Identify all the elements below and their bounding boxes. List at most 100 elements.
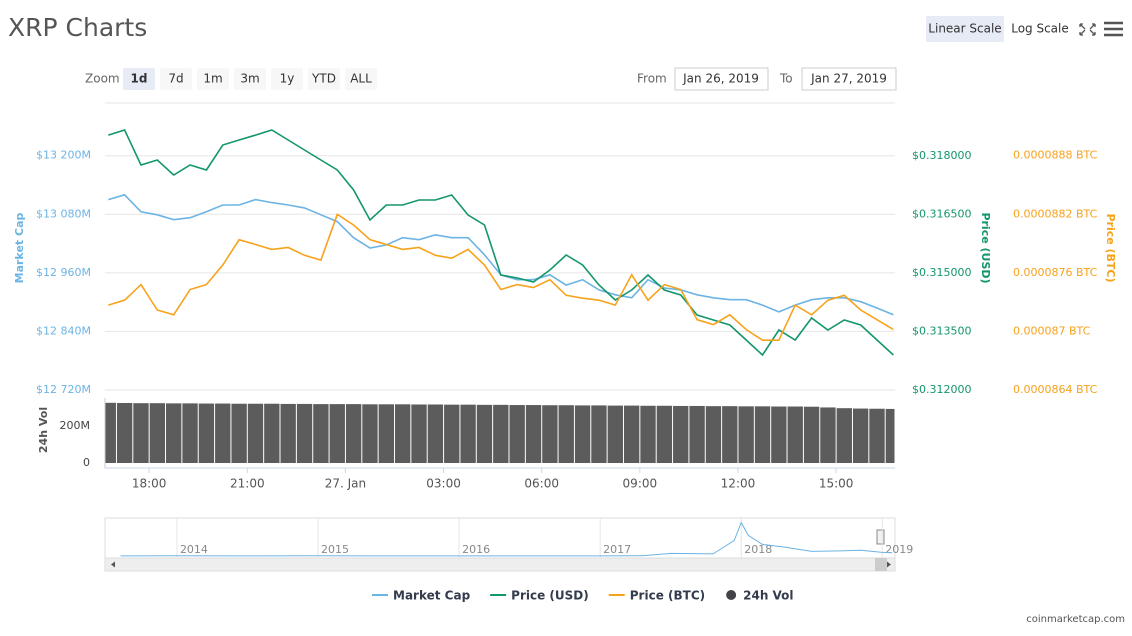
x-tick-label: 03:00 — [426, 477, 461, 491]
legend-label[interactable]: Price (BTC) — [630, 589, 705, 603]
volume-bar — [378, 404, 395, 463]
zoom-button-label: ALL — [350, 72, 372, 86]
zoom-button[interactable] — [160, 68, 192, 90]
volume-bar — [591, 405, 607, 463]
legend-label[interactable]: 24h Vol — [743, 589, 793, 603]
volume-tick-label: 0 — [83, 456, 90, 469]
volume-bar — [722, 406, 738, 463]
x-tick-label: 18:00 — [132, 477, 167, 491]
navigator-tick-label: 2015 — [321, 543, 349, 556]
scroll-right[interactable] — [887, 561, 891, 568]
volume-bar — [623, 405, 640, 463]
legend-label[interactable]: Price (USD) — [511, 589, 589, 603]
volume-bar — [574, 405, 591, 463]
volume-bar — [395, 404, 411, 463]
volume-bar — [313, 404, 329, 463]
volume-bar — [885, 408, 895, 463]
volume-bar — [411, 404, 427, 463]
x-tick-label: 06:00 — [524, 477, 559, 491]
x-tick-label: 09:00 — [623, 477, 658, 491]
volume-tick-label: 200M — [60, 419, 91, 432]
volume-bar — [705, 406, 722, 463]
to-label: To — [779, 72, 793, 86]
y3-tick-label: 0.0000864 BTC — [1013, 383, 1098, 396]
y3-tick-label: 0.0000876 BTC — [1013, 266, 1098, 279]
volume-bar — [852, 408, 869, 463]
series-line — [108, 213, 894, 341]
volume-bar — [803, 406, 820, 463]
scrollbar[interactable] — [104, 557, 896, 572]
zoom-button[interactable] — [271, 68, 303, 90]
zoom-button[interactable] — [123, 68, 155, 90]
y2-tick-label: $0.313500 — [912, 325, 972, 338]
scale-button[interactable] — [926, 16, 1004, 42]
volume-bar — [476, 404, 493, 463]
zoom-button[interactable] — [308, 68, 340, 90]
volume-bar — [149, 403, 166, 463]
volume-bar — [525, 405, 542, 463]
volume-bar — [444, 404, 460, 463]
axis-title: Price (BTC) — [1104, 213, 1117, 282]
x-tick-label: 27. Jan — [325, 477, 366, 491]
zoom-button-label: 7d — [168, 72, 183, 86]
volume-bar — [640, 405, 656, 463]
navigator-tick-label: 2019 — [885, 543, 913, 556]
from-input[interactable] — [674, 67, 769, 91]
series-line — [108, 129, 894, 357]
volume-bar — [231, 403, 247, 463]
menu-icon[interactable] — [1104, 21, 1123, 37]
fullscreen-icon[interactable] — [1079, 23, 1096, 36]
page-title: XRP Charts — [8, 13, 147, 42]
volume-bar — [182, 403, 198, 463]
navigator-tick-label: 2014 — [180, 543, 208, 556]
volume-bar — [558, 405, 574, 463]
navigator-tick-label: 2018 — [744, 543, 772, 556]
navigator-tick-label: 2016 — [462, 543, 490, 556]
scroll-left[interactable] — [111, 561, 115, 568]
axis-title: Market Cap — [13, 213, 26, 284]
legend-label[interactable]: Market Cap — [393, 589, 471, 603]
from-date: Jan 26, 2019 — [682, 72, 759, 86]
y-tick-label: $12 840M — [36, 324, 91, 337]
volume-bar — [280, 403, 296, 463]
volume-bar — [345, 404, 362, 463]
navigator-tick-label: 2017 — [603, 543, 631, 556]
volume-bar — [869, 408, 885, 463]
from-label: From — [637, 72, 667, 86]
volume-bar — [754, 406, 771, 463]
volume-bar — [198, 403, 215, 463]
y3-tick-label: 0.0000882 BTC — [1013, 207, 1098, 220]
volume-bar — [656, 405, 673, 463]
volume-bar — [215, 403, 231, 463]
volume-bar — [247, 403, 264, 463]
volume-bar — [105, 402, 116, 463]
volume-bar — [542, 405, 558, 463]
scale-button-label: Log Scale — [1011, 22, 1069, 36]
volume-bar — [166, 403, 182, 463]
volume-bar — [738, 406, 754, 463]
zoom-button-label: 3m — [240, 72, 259, 86]
scrollbar-thumb[interactable] — [875, 558, 887, 571]
legend-swatch[interactable] — [726, 590, 737, 600]
to-input[interactable] — [801, 67, 897, 91]
volume-bar — [264, 403, 280, 463]
scale-button[interactable] — [1008, 16, 1072, 42]
volume-bar — [296, 403, 313, 463]
volume-bar — [493, 404, 509, 463]
volume-bar — [133, 403, 149, 463]
navigator-line — [120, 521, 893, 557]
zoom-button[interactable] — [197, 68, 229, 90]
y2-tick-label: $0.315000 — [912, 266, 972, 279]
zoom-button[interactable] — [345, 68, 377, 90]
zoom-button-label: 1y — [280, 72, 295, 86]
y2-tick-label: $0.318000 — [912, 149, 972, 162]
zoom-button[interactable] — [234, 68, 266, 90]
to-date: Jan 27, 2019 — [810, 72, 887, 86]
volume-bar — [116, 403, 133, 463]
volume-bar — [787, 406, 803, 463]
navigator-handle[interactable] — [876, 529, 885, 545]
volume-bar — [689, 405, 705, 463]
x-tick-label: 12:00 — [721, 477, 756, 491]
